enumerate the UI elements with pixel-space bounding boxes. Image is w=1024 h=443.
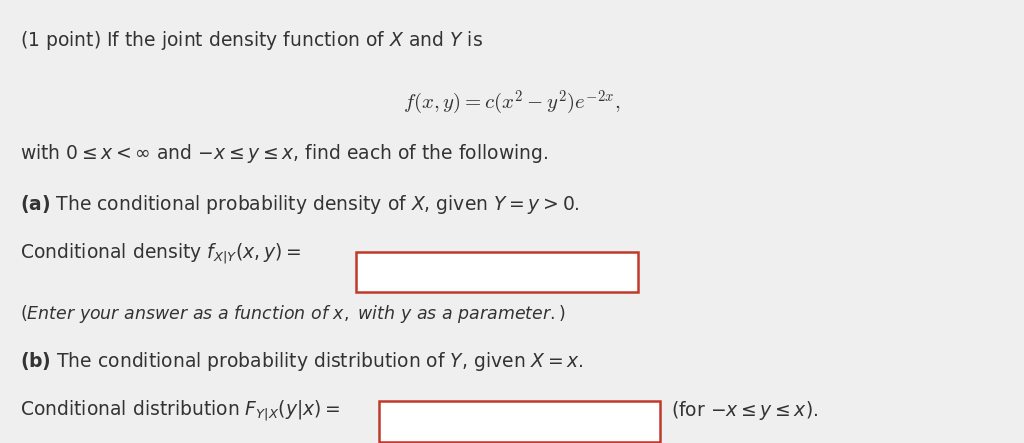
FancyBboxPatch shape bbox=[379, 401, 660, 442]
Text: (1 point) If the joint density function of $X$ and $Y$ is: (1 point) If the joint density function … bbox=[20, 29, 483, 52]
Text: Conditional distribution $F_{Y|X}(y|x) =$: Conditional distribution $F_{Y|X}(y|x) =… bbox=[20, 399, 341, 423]
Text: (for $-x \leq y \leq x$).: (for $-x \leq y \leq x$). bbox=[671, 399, 818, 422]
Text: with $0 \leq x < \infty$ and $-x \leq y \leq x$, find each of the following.: with $0 \leq x < \infty$ and $-x \leq y … bbox=[20, 142, 549, 165]
Text: Conditional density $f_{X|Y}(x, y) =$: Conditional density $f_{X|Y}(x, y) =$ bbox=[20, 241, 302, 265]
FancyBboxPatch shape bbox=[356, 252, 638, 292]
Text: $f(x, y) = c(x^2 - y^2)e^{-2x},$: $f(x, y) = c(x^2 - y^2)e^{-2x},$ bbox=[403, 89, 621, 117]
Text: $\bf{(b)}$ The conditional probability distribution of $Y$, given $X = x.$: $\bf{(b)}$ The conditional probability d… bbox=[20, 350, 585, 373]
Text: $(Enter\ your\ answer\ as\ a\ function\ of\ x,\ with\ y\ as\ a\ parameter.)$: $(Enter\ your\ answer\ as\ a\ function\ … bbox=[20, 303, 566, 326]
Text: $\bf{(a)}$ The conditional probability density of $X$, given $Y = y > 0.$: $\bf{(a)}$ The conditional probability d… bbox=[20, 193, 581, 216]
